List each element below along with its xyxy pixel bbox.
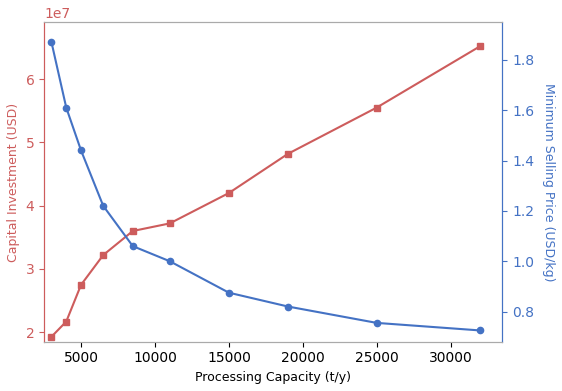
Y-axis label: Minimum Selling Price (USD/kg): Minimum Selling Price (USD/kg) — [542, 83, 555, 281]
Y-axis label: Capital Investment (USD): Capital Investment (USD) — [7, 102, 20, 262]
X-axis label: Processing Capacity (t/y): Processing Capacity (t/y) — [195, 371, 351, 384]
